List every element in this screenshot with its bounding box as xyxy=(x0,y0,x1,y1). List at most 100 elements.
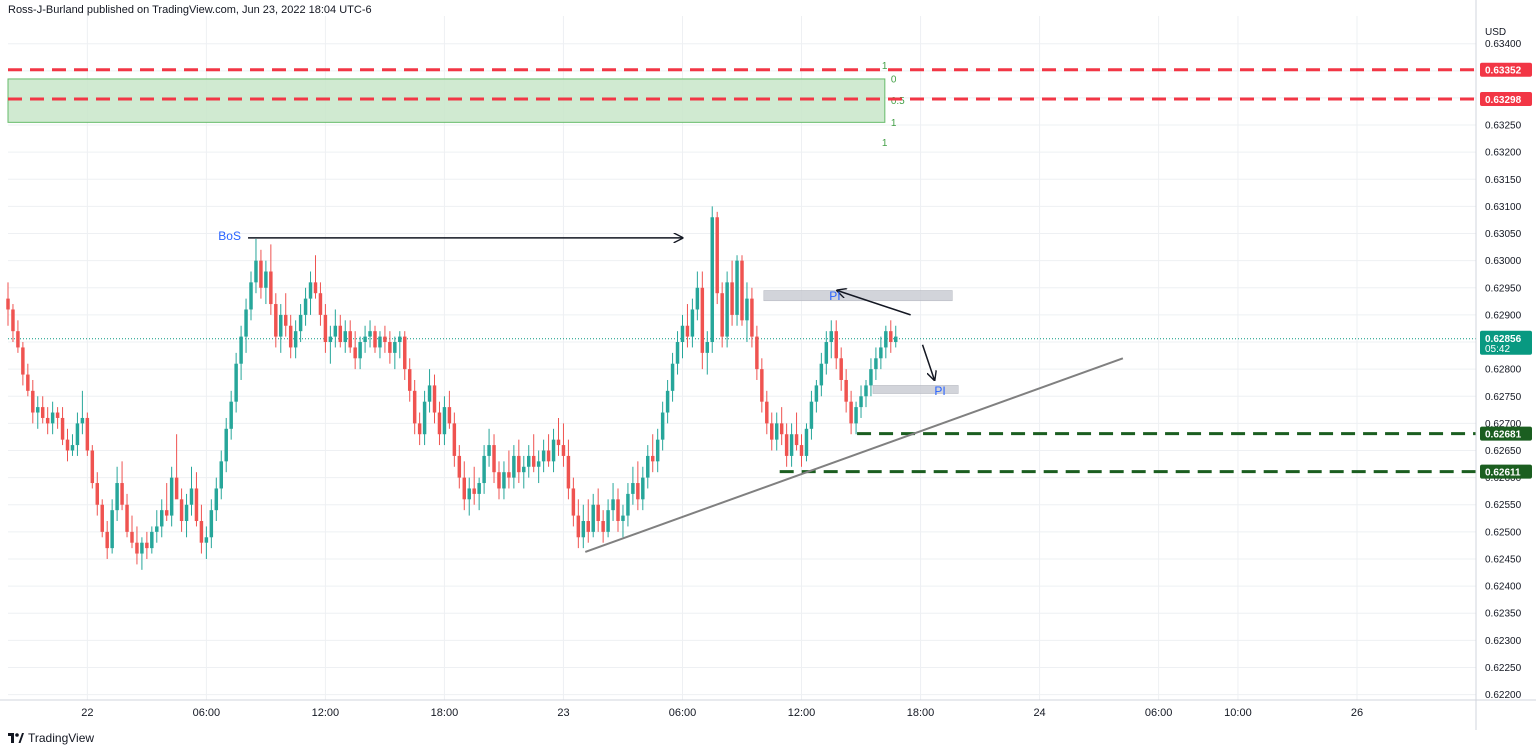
countdown-label: 05:42 xyxy=(1485,344,1510,355)
candle-body xyxy=(834,331,838,359)
pi-arrow xyxy=(837,290,911,316)
candle-body xyxy=(229,401,233,429)
candle-body xyxy=(209,510,214,538)
candle-body xyxy=(650,455,655,462)
candle-body xyxy=(274,304,278,337)
candle-body xyxy=(859,396,863,408)
candle-body xyxy=(770,423,774,440)
candle-body xyxy=(234,363,238,402)
x-tick-label: 26 xyxy=(1351,707,1363,719)
candle-body xyxy=(745,298,749,321)
y-tick-label: 0.62250 xyxy=(1485,663,1522,674)
candle-body xyxy=(378,336,382,348)
y-tick-label: 0.62350 xyxy=(1485,609,1522,620)
candle-body xyxy=(531,455,536,467)
candle-body xyxy=(388,342,392,353)
candle-body xyxy=(864,385,868,397)
candle-body xyxy=(829,331,834,343)
candle-body xyxy=(224,428,228,462)
y-tick-label: 0.63150 xyxy=(1485,175,1522,186)
candle-body xyxy=(660,412,665,440)
candle-body xyxy=(189,488,194,505)
candle-body xyxy=(323,314,328,343)
candle-body xyxy=(794,434,799,446)
y-tick-label: 0.62650 xyxy=(1485,446,1522,457)
price-tag xyxy=(1480,330,1532,355)
price-axis[interactable]: 0.634000.633500.633000.632500.632000.631… xyxy=(1475,0,1522,730)
x-tick-label: 18:00 xyxy=(431,707,459,719)
candle-body xyxy=(879,347,883,359)
candle-body xyxy=(313,282,318,294)
candle-body xyxy=(65,439,70,451)
candle-body xyxy=(765,401,769,424)
trendline-line xyxy=(584,357,1124,553)
tradingview-logo-icon xyxy=(8,733,24,743)
candle-body xyxy=(60,417,65,440)
candle-body xyxy=(591,504,595,532)
candle-body xyxy=(789,434,794,456)
tradingview-footer[interactable]: TradingView xyxy=(8,731,94,745)
candle-body xyxy=(566,455,571,489)
candle-body xyxy=(318,293,323,315)
candle-body xyxy=(472,488,476,494)
candle-body xyxy=(517,455,521,473)
candle-body xyxy=(695,287,700,310)
candle-body xyxy=(735,260,739,315)
trendline[interactable] xyxy=(584,357,1124,553)
candle-body xyxy=(348,331,352,348)
candle-body xyxy=(665,390,670,413)
candle-body xyxy=(6,298,10,310)
candle-body xyxy=(398,336,402,343)
candle-body xyxy=(383,336,387,343)
candle-body xyxy=(497,472,501,489)
price-tag xyxy=(1480,62,1532,77)
horizontal-levels[interactable] xyxy=(8,68,1476,474)
candle-body xyxy=(844,379,848,402)
candle-body xyxy=(95,483,100,505)
candle-body xyxy=(105,531,109,549)
x-tick-label: 06:00 xyxy=(1145,707,1173,719)
candle-body xyxy=(462,477,467,500)
candle-body xyxy=(55,412,60,418)
candle-body xyxy=(601,521,605,532)
candle-body xyxy=(358,342,362,359)
candle-body xyxy=(839,358,843,380)
candle-body xyxy=(849,401,853,424)
candle-body xyxy=(145,542,149,549)
fib-level-label: 0 xyxy=(891,74,897,85)
candle-body xyxy=(179,499,184,522)
candle-body xyxy=(556,439,561,446)
fib-level-label: 1 xyxy=(882,138,888,149)
x-tick-label: 12:00 xyxy=(312,707,340,719)
fib-zone[interactable]: 100.511 xyxy=(7,61,905,149)
y-tick-label: 0.62950 xyxy=(1485,283,1522,294)
candle-body xyxy=(100,504,104,532)
time-axis[interactable]: 22 06:00 12:00 18:00 23 06:00 12:00 18:00 24 06:0… xyxy=(0,699,1536,719)
candle-body xyxy=(561,445,566,456)
candle-body xyxy=(373,331,377,348)
candle-body xyxy=(581,521,586,538)
candle-body xyxy=(288,325,293,348)
candle-body xyxy=(298,314,303,332)
fib-level-label: 0.5 xyxy=(891,96,905,107)
annotations[interactable]: BoS PI PI xyxy=(218,229,959,398)
candle-body xyxy=(447,407,452,424)
candle-body xyxy=(854,407,858,424)
price-tag xyxy=(1480,92,1532,107)
candle-body xyxy=(328,336,333,343)
candle-body xyxy=(452,423,457,456)
candle-body xyxy=(308,282,313,299)
candle-body xyxy=(819,363,824,386)
candle-body xyxy=(125,504,129,532)
candle-body xyxy=(774,423,779,440)
candle-body xyxy=(799,445,804,456)
candle-body xyxy=(641,477,645,500)
candle-body xyxy=(353,347,357,359)
x-tick-label: 06:00 xyxy=(193,707,221,719)
candle-body xyxy=(889,331,893,343)
x-tick-label: 23 xyxy=(557,707,569,719)
candle-body xyxy=(160,510,164,527)
candle-body xyxy=(814,385,819,402)
price-tag-label: 0.63298 xyxy=(1485,95,1522,106)
